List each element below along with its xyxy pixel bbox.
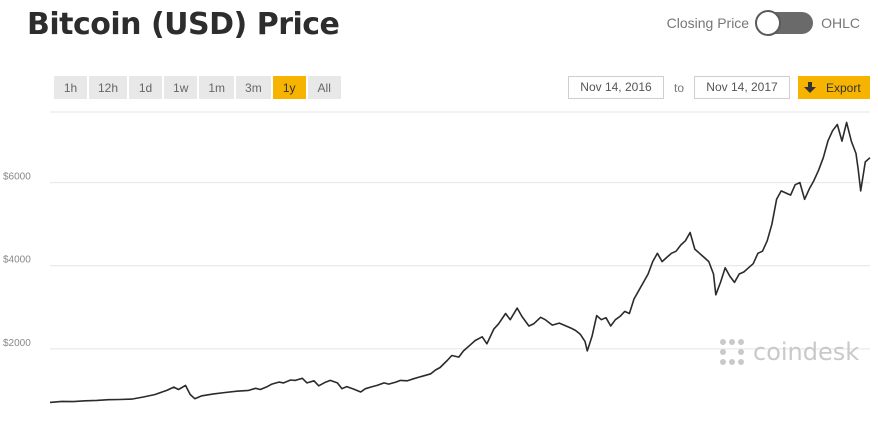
range-button-3m[interactable]: 3m — [236, 76, 271, 99]
y-tick-label: $4000 — [3, 255, 31, 266]
range-button-1y[interactable]: 1y — [272, 76, 306, 99]
grid-layer — [50, 182, 870, 350]
date-to-label: to — [673, 80, 684, 95]
y-tick-label: $6000 — [3, 172, 31, 183]
start-date-field[interactable]: Nov 14, 2016 — [567, 76, 664, 99]
end-date-field[interactable]: Nov 14, 2017 — [694, 76, 790, 99]
export-label: Export — [826, 80, 861, 95]
download-arrow-icon — [804, 81, 816, 93]
y-axis-ticks: $2000 $4000 $6000 — [3, 172, 31, 349]
y-tick-label: $2000 — [3, 338, 31, 349]
date-range: Nov 14, 2016 to Nov 14, 2017 Export — [567, 76, 870, 99]
watermark-text: coindesk — [753, 338, 860, 366]
range-button-1m[interactable]: 1m — [199, 76, 235, 99]
coindesk-logo-icon — [720, 339, 744, 365]
range-button-1w[interactable]: 1w — [164, 76, 198, 99]
ohlc-label: OHLC — [821, 15, 860, 31]
closing-price-label: Closing Price — [666, 15, 750, 31]
coindesk-watermark: coindesk — [717, 337, 859, 367]
page-title: Bitcoin (USD) Price — [27, 7, 340, 42]
toggle-knob — [755, 10, 782, 36]
time-range-selector: 1h 12h 1d 1w 1m 3m 1y All — [54, 76, 341, 99]
range-button-1d[interactable]: 1d — [129, 76, 163, 99]
price-line-series — [49, 121, 871, 404]
price-mode-toggle[interactable] — [755, 10, 814, 36]
range-button-12h[interactable]: 12h — [89, 76, 128, 99]
price-mode-toggle-group: Closing Price OHLC — [666, 10, 860, 36]
range-button-1h[interactable]: 1h — [54, 76, 87, 99]
export-button[interactable]: Export — [798, 76, 870, 99]
range-button-all[interactable]: All — [307, 76, 341, 99]
